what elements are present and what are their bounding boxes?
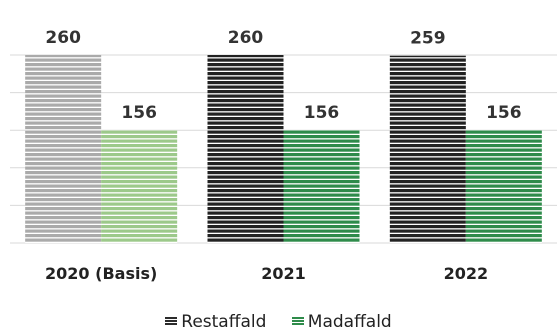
- value-label-restaffald-0: 260: [45, 28, 81, 48]
- value-label-madaffald-1: 156: [304, 103, 340, 123]
- legend-swatch-restaffald: [165, 317, 178, 326]
- bar-restaffald-0: [25, 55, 102, 243]
- legend-label-madaffald: Madaffald: [307, 311, 392, 332]
- bar-madaffald-1: [283, 130, 360, 243]
- bar-restaffald-2: [389, 55, 466, 243]
- category-labels: 2020 (Basis) 2021 2022: [45, 264, 488, 283]
- category-label-0: 2020 (Basis): [45, 264, 157, 283]
- bar-restaffald-1: [207, 55, 284, 243]
- bars: [25, 55, 542, 243]
- legend: Restaffald Madaffald: [0, 311, 557, 332]
- bar-chart: 260 156 260 156 259 156 2020 (Basis) 2021 2022: [10, 28, 557, 283]
- legend-item-madaffald: Madaffald: [291, 311, 392, 332]
- bar-madaffald-2: [465, 130, 542, 243]
- category-label-1: 2021: [261, 264, 306, 283]
- legend-item-restaffald: Restaffald: [165, 312, 266, 332]
- bar-madaffald-0: [101, 130, 178, 243]
- legend-swatch-madaffald: [291, 317, 304, 326]
- value-label-restaffald-1: 260: [228, 28, 264, 48]
- value-label-madaffald-0: 156: [121, 103, 157, 123]
- value-label-madaffald-2: 156: [486, 103, 522, 123]
- value-label-restaffald-2: 259: [410, 29, 446, 49]
- category-label-2: 2022: [444, 264, 489, 283]
- legend-label-restaffald: Restaffald: [181, 311, 267, 332]
- value-labels: 260 156 260 156 259 156: [45, 28, 521, 123]
